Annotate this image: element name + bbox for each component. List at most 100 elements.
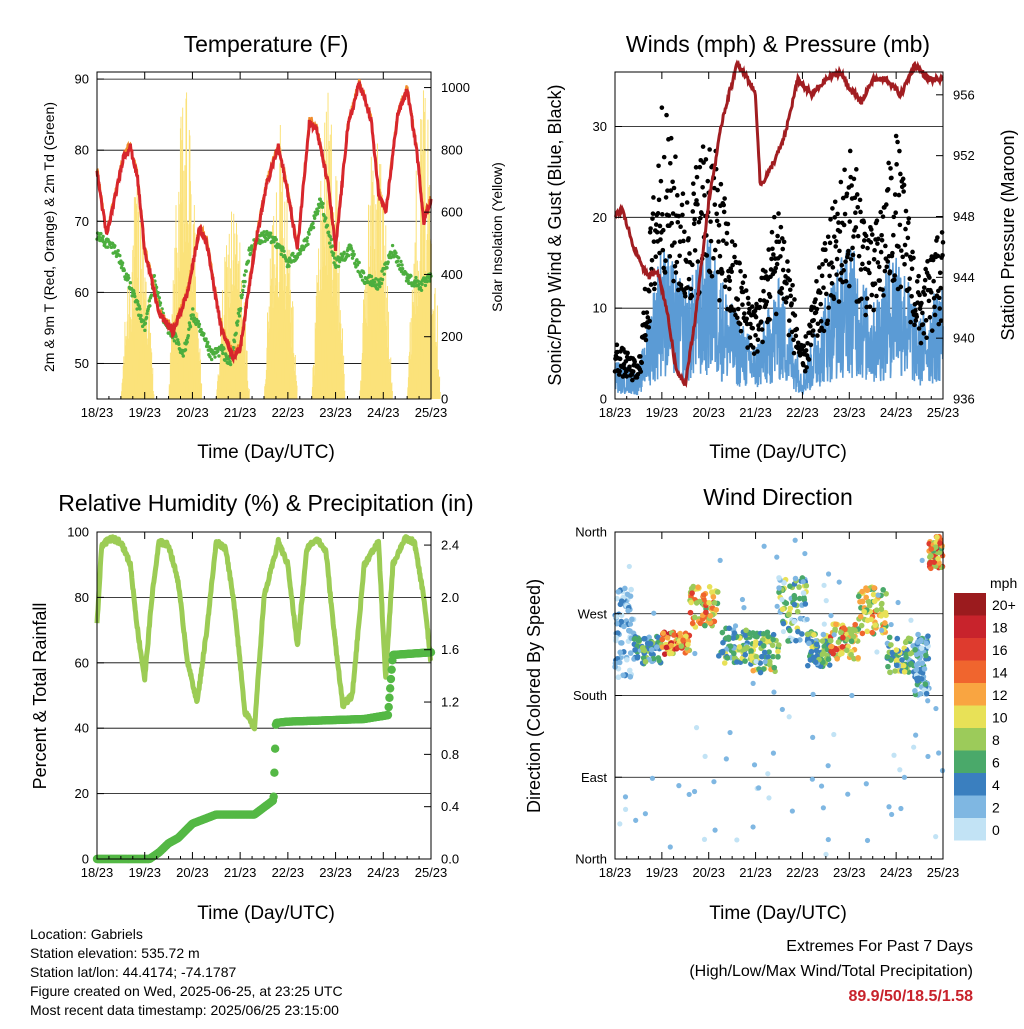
gust-point <box>646 325 651 330</box>
direction-point <box>623 807 628 812</box>
gust-point <box>717 298 722 303</box>
extremes-heading: Extremes For Past 7 Days <box>689 934 973 959</box>
dewpoint-point <box>307 232 310 235</box>
direction-point <box>649 647 655 653</box>
direction-point <box>832 632 837 637</box>
dewpoint-point <box>121 261 124 264</box>
dewpoint-point <box>397 256 400 259</box>
gust-point <box>907 276 912 281</box>
direction-point <box>874 649 879 654</box>
gust-point <box>781 268 786 273</box>
direction-point <box>728 643 734 649</box>
gust-point <box>788 294 793 299</box>
humidity-x-tick-label: 20/23 <box>176 865 209 880</box>
gust-point <box>742 311 747 316</box>
direction-point <box>908 636 914 642</box>
direction-point <box>802 551 807 556</box>
direction-point <box>659 637 665 643</box>
direction-point <box>756 785 761 790</box>
direction-point <box>894 662 900 668</box>
direction-point <box>761 631 767 637</box>
gust-point <box>888 166 893 171</box>
gust-point <box>719 182 724 187</box>
gust-point <box>802 344 807 349</box>
direction-point <box>811 632 817 638</box>
humidity-y2-tick-label: 1.2 <box>441 695 459 710</box>
temperature-x-tick-label: 18/23 <box>81 405 114 420</box>
direction-point <box>925 698 930 703</box>
direction-point <box>740 597 745 602</box>
gust-point <box>690 294 695 299</box>
dewpoint-point <box>394 251 397 254</box>
gust-point <box>715 188 720 193</box>
direction-point <box>617 650 623 656</box>
gust-point <box>627 364 632 369</box>
direction-point <box>776 585 782 591</box>
gust-point <box>792 297 797 302</box>
dewpoint-point <box>222 347 225 350</box>
legend-swatch <box>954 593 986 616</box>
gust-point <box>827 274 832 279</box>
dewpoint-point <box>401 267 404 270</box>
gust-point <box>681 191 686 196</box>
gust-point <box>834 272 839 277</box>
winds-y2-label: Station Pressure (Maroon) <box>998 129 1018 340</box>
direction-point <box>894 636 900 642</box>
precipitation-point <box>386 684 394 692</box>
gust-point <box>772 215 777 220</box>
gust-point <box>675 193 680 198</box>
gust-point <box>829 260 834 265</box>
gust-point <box>896 244 901 249</box>
temperature-x-tick-label: 25/23 <box>415 405 448 420</box>
gust-point <box>853 210 858 215</box>
gust-point <box>858 198 863 203</box>
direction-point <box>919 645 925 651</box>
dewpoint-point <box>123 269 126 272</box>
direction-point <box>830 651 836 657</box>
gust-point <box>875 241 880 246</box>
extremes-subheading: (High/Low/Max Wind/Total Precipitation) <box>689 959 973 984</box>
direction-point <box>669 651 675 657</box>
legend-label: 4 <box>992 777 1000 793</box>
dewpoint-point <box>236 323 239 326</box>
gust-point <box>859 297 864 302</box>
direction-point <box>781 621 787 627</box>
gust-point <box>669 136 674 141</box>
dewpoint-point <box>101 235 104 238</box>
dewpoint-point <box>145 316 148 319</box>
winds-y2-tick-label: 952 <box>953 148 975 163</box>
gust-point <box>708 219 713 224</box>
gust-point <box>700 185 705 190</box>
winds-y-tick-label: 30 <box>593 119 607 134</box>
gust-point <box>894 134 899 139</box>
direction-point <box>786 612 792 618</box>
gust-point <box>713 248 718 253</box>
direction-point <box>871 585 877 591</box>
direction-point <box>821 805 826 810</box>
direction-point <box>898 806 903 811</box>
direction-point <box>869 630 875 636</box>
gust-point <box>906 216 911 221</box>
direction-point <box>742 652 748 658</box>
gust-point <box>924 318 929 323</box>
gust-point <box>938 286 943 291</box>
direction-point <box>828 638 834 644</box>
legend-swatch <box>954 751 986 774</box>
direction-point <box>925 754 930 759</box>
gust-point <box>787 318 792 323</box>
direction-point <box>628 587 634 593</box>
gust-point <box>821 285 826 290</box>
dewpoint-point <box>150 293 153 296</box>
humidity-y-tick-label: 100 <box>67 525 89 540</box>
direction-point <box>795 609 801 615</box>
precipitation-point <box>270 769 278 777</box>
legend-label: 0 <box>992 822 1000 838</box>
legend-swatch <box>954 638 986 661</box>
gust-point <box>775 262 780 267</box>
direction-point <box>737 644 743 650</box>
winds-x-tick-label: 19/23 <box>646 405 679 420</box>
direction-point <box>810 777 815 782</box>
gust-point <box>617 369 622 374</box>
dewpoint-point <box>118 254 121 257</box>
direction-point <box>703 609 709 615</box>
